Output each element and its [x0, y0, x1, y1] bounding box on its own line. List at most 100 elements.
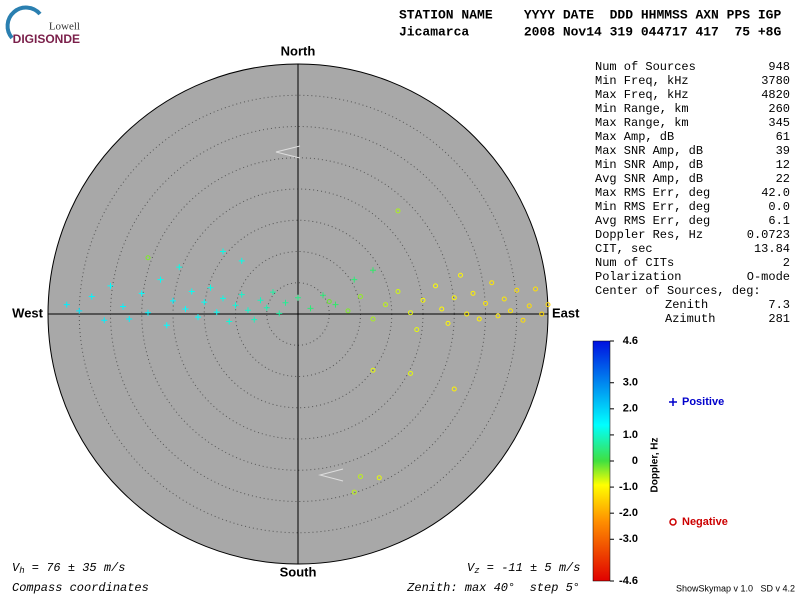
point [370, 367, 376, 373]
stat-label: Num of CITs [595, 256, 674, 270]
version: ShowSkymap v 1.0 SD v 4.2 [676, 583, 795, 593]
colorbar-tick-label: 3.0 [623, 377, 638, 389]
point [414, 327, 420, 333]
point [88, 293, 95, 300]
point [238, 291, 245, 298]
symbol: V [467, 561, 476, 575]
stat-value: 61 [776, 130, 790, 144]
point [345, 308, 351, 314]
point [370, 267, 376, 274]
point [489, 280, 495, 286]
logo-main: DIGISONDE [13, 32, 80, 46]
stat-label: Max Amp, dB [595, 130, 674, 144]
point [245, 307, 251, 314]
point [163, 322, 170, 329]
stat-value: 4820 [761, 88, 790, 102]
point [408, 310, 413, 316]
subscript: z [474, 566, 479, 576]
direction-label: East [552, 305, 580, 320]
stat-label: Avg SNR Amp, dB [595, 172, 703, 186]
point [376, 475, 382, 481]
point [76, 307, 83, 314]
header-line: STATION NAME YYYY DATE DDD HHMMSS AXN PP… [399, 7, 781, 22]
point [213, 309, 220, 316]
point [145, 309, 151, 316]
point [195, 314, 201, 321]
stat-label: Polarization [595, 270, 681, 284]
point [383, 302, 388, 308]
header-line: Jicamarca 2008 Nov14 319 044717 417 75 +… [399, 24, 781, 39]
point [101, 317, 108, 324]
stat-label: Num of Sources [595, 60, 696, 74]
point [176, 264, 183, 271]
point [276, 310, 283, 317]
legend-label: Negative [682, 516, 728, 528]
stat-value: 0.0 [768, 200, 790, 214]
point [420, 297, 426, 303]
point [332, 301, 339, 308]
point [520, 317, 526, 323]
logo-top: Lowell [49, 21, 80, 33]
arrow [318, 468, 344, 482]
point [232, 302, 239, 309]
value: = 76 ± 35 m/s [25, 561, 126, 575]
point [263, 304, 270, 311]
stat-label: Avg RMS Err, deg [595, 214, 710, 228]
legend-label: Positive [682, 396, 724, 408]
stat-label: Min RMS Err, deg [595, 200, 710, 214]
point [226, 318, 233, 325]
vh: Vh = 76 ± 35 m/s [12, 561, 125, 576]
point [170, 297, 176, 304]
point [188, 288, 195, 295]
stat-value: 6.1 [768, 214, 790, 228]
point [508, 308, 513, 314]
point [257, 297, 264, 304]
point [439, 306, 445, 312]
point [445, 320, 451, 326]
colorbar-tick-label: -1.0 [619, 481, 638, 493]
point [107, 282, 114, 289]
point [495, 313, 501, 319]
point [395, 289, 401, 294]
point [326, 299, 332, 304]
point [220, 248, 226, 255]
stat-label: Max Range, km [595, 116, 689, 130]
stat-value: 260 [768, 102, 790, 116]
direction-label: West [12, 305, 43, 320]
point [238, 257, 245, 264]
coords: Compass coordinates [12, 581, 149, 595]
point [220, 295, 226, 302]
colorbar-tick-label: -2.0 [619, 507, 638, 519]
stat-value: 281 [768, 312, 790, 326]
point [138, 290, 145, 297]
stat-value: 22 [776, 172, 790, 186]
stat-value: 345 [768, 116, 790, 130]
stat-value: 7.3 [768, 298, 790, 312]
point [433, 283, 438, 289]
point [351, 489, 357, 495]
stat-label: Zenith [665, 298, 708, 312]
point [458, 272, 463, 278]
direction-label: South [280, 564, 317, 579]
arrow [275, 145, 301, 159]
value: = -11 ± 5 m/s [480, 561, 581, 575]
stat-label: Doppler Res, Hz [595, 228, 703, 242]
point [526, 303, 532, 309]
stat-label: Max Freq, kHz [595, 88, 689, 102]
point [533, 286, 538, 292]
point [470, 290, 476, 296]
zenith-info: Zenith: max 40° step 5° [406, 581, 580, 595]
point [514, 287, 520, 293]
point [539, 311, 545, 317]
point [295, 294, 301, 301]
point [120, 303, 126, 310]
stat-label: Min SNR Amp, dB [595, 158, 703, 172]
point [270, 289, 276, 296]
point [464, 311, 470, 317]
point [63, 301, 70, 308]
point [395, 208, 401, 214]
logo: Lowell DIGISONDE [5, 5, 80, 46]
point [476, 316, 482, 322]
logo-arc [5, 5, 42, 40]
